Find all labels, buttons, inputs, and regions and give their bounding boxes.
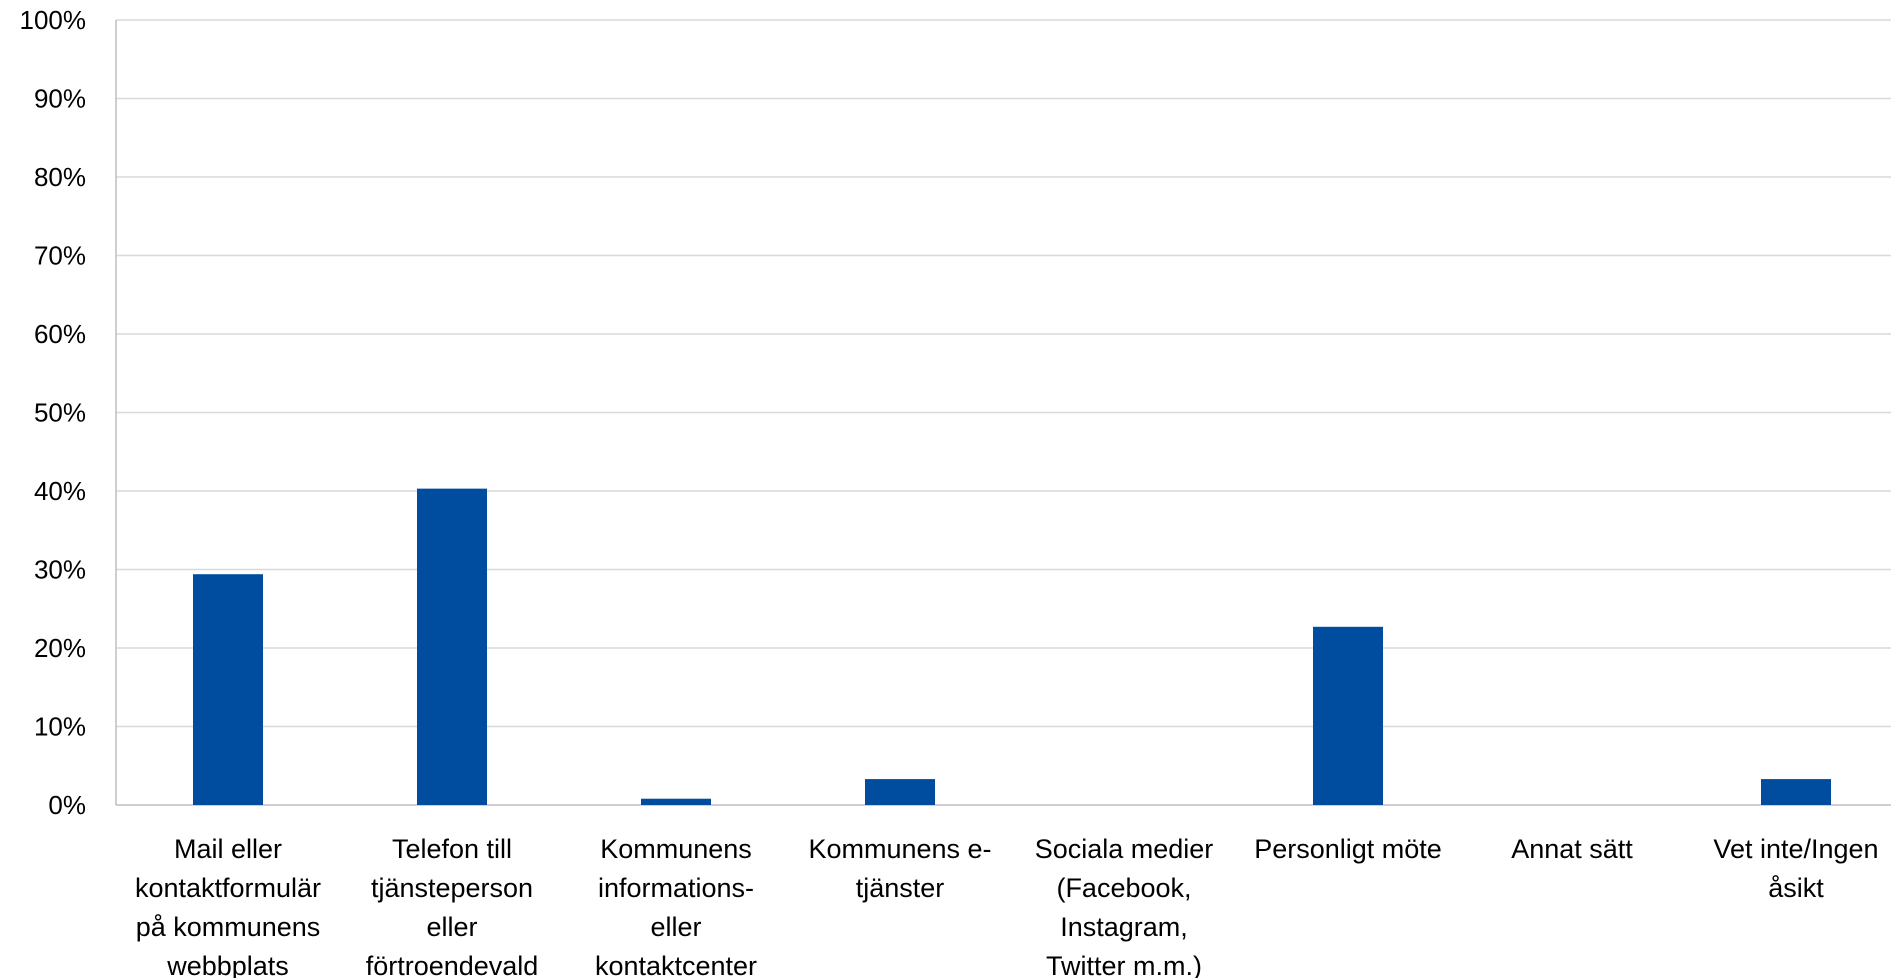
bar	[865, 779, 935, 805]
y-tick-label: 10%	[34, 712, 86, 742]
x-category-label-line: Twitter m.m.)	[1046, 951, 1202, 978]
x-category-label: Kommunens informations-eller kontaktcenter	[595, 834, 757, 978]
x-category-label-line: kontaktformulär	[135, 873, 321, 903]
y-tick-label: 60%	[34, 319, 86, 349]
x-category-label-line: eller	[426, 912, 477, 942]
x-category-label-line: Annat sätt	[1511, 834, 1633, 864]
x-category-label: Mail eller kontaktformulär på kommunens web…	[135, 834, 321, 978]
x-category-label-line: Personligt möte	[1254, 834, 1442, 864]
x-category-label-line: förtroendevald	[366, 951, 539, 978]
x-category-label-line: tjänsteperson	[371, 873, 533, 903]
y-tick-label: 20%	[34, 633, 86, 663]
x-category-label-line: Vet inte/Ingen	[1713, 834, 1878, 864]
y-tick-label: 50%	[34, 398, 86, 428]
y-tick-label: 90%	[34, 84, 86, 114]
bar	[1313, 626, 1383, 805]
x-category-label-line: eller	[650, 912, 701, 942]
x-category-label-line: webbplats	[166, 951, 289, 978]
x-category-label-line: (Facebook,	[1056, 873, 1191, 903]
x-category-label-line: Telefon till	[392, 834, 512, 864]
x-category-label-line: tjänster	[856, 873, 945, 903]
x-category-label: Telefon till tjänsteperson eller förtroende…	[366, 834, 539, 978]
x-category-label-line: Instagram,	[1060, 912, 1188, 942]
y-tick-label: 0%	[48, 790, 86, 820]
x-category-label-line: på kommunens	[136, 912, 321, 942]
y-tick-label: 40%	[34, 476, 86, 506]
y-tick-labels: 0% 10% 20% 30% 40% 50% 60% 70% 80% 90% 100%	[20, 5, 87, 820]
y-tick-label: 100%	[20, 5, 87, 35]
x-category-label-line: informations-	[598, 873, 754, 903]
y-tick-label: 70%	[34, 241, 86, 271]
y-tick-label: 80%	[34, 162, 86, 192]
x-category-label: Sociala medier (Facebook, Instagram, Twitte…	[1035, 834, 1214, 978]
x-category-label-line: åsikt	[1768, 873, 1824, 903]
bars	[193, 488, 1831, 805]
x-category-label: Personligt möte	[1254, 834, 1442, 864]
x-category-label: Annat sätt	[1511, 834, 1633, 864]
x-category-label-line: kontaktcenter	[595, 951, 757, 978]
x-category-label-line: Sociala medier	[1035, 834, 1214, 864]
bar	[641, 798, 711, 805]
gridlines	[116, 19, 1891, 728]
x-category-label-line: Kommunens e-	[808, 834, 991, 864]
x-category-label-line: Mail eller	[174, 834, 282, 864]
bar	[193, 574, 263, 805]
bar	[417, 488, 487, 805]
x-category-label: Vet inte/Ingen åsikt	[1713, 834, 1878, 903]
bar	[1761, 779, 1831, 805]
y-tick-label: 30%	[34, 555, 86, 585]
x-category-label-line: Kommunens	[600, 834, 752, 864]
x-category-labels: Mail eller kontaktformulär på kommunens web…	[135, 834, 1879, 978]
axes	[115, 20, 1891, 806]
x-category-label: Kommunens e-tjänster	[808, 834, 991, 903]
